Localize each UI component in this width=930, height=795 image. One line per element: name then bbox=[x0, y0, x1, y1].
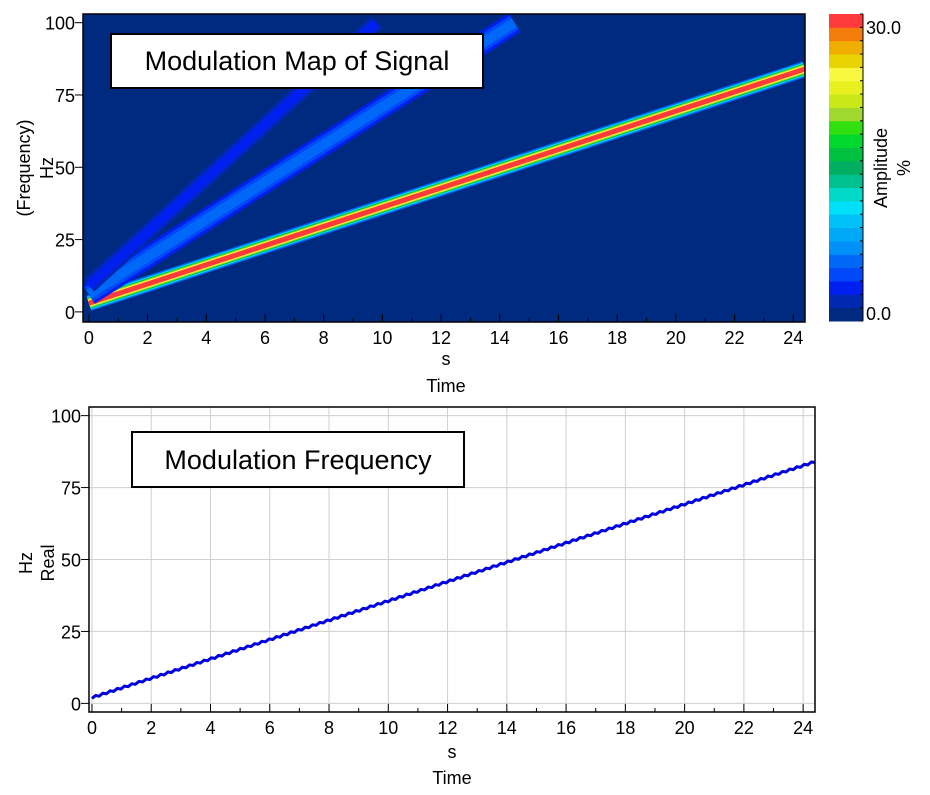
x-tick-label: 2 bbox=[143, 328, 153, 348]
y-tick-label: 100 bbox=[51, 407, 81, 427]
x-tick-label: 18 bbox=[615, 718, 635, 738]
series-line bbox=[91, 460, 815, 700]
y-tick-label: 0 bbox=[71, 694, 81, 714]
plot-frame bbox=[82, 13, 806, 323]
colorbar-step bbox=[829, 160, 863, 175]
colorbar-step bbox=[829, 267, 863, 282]
x-tick-label: 20 bbox=[675, 718, 695, 738]
colorbar-step bbox=[829, 240, 863, 255]
colorbar-step bbox=[829, 280, 863, 295]
x-tick-label: 14 bbox=[497, 718, 517, 738]
y-axis-unit: Hz bbox=[37, 157, 57, 179]
colorbar-step bbox=[829, 214, 863, 229]
x-tick-label: 12 bbox=[431, 328, 451, 348]
colorbar-step bbox=[829, 40, 863, 55]
y-axis-label: Real bbox=[38, 544, 58, 581]
x-axis-unit: s bbox=[448, 742, 457, 762]
x-axis-label: Time bbox=[426, 376, 465, 396]
y-axis-unit: Hz bbox=[16, 552, 36, 574]
chart-title: Modulation Map of Signal bbox=[145, 46, 450, 76]
y-tick-label: 25 bbox=[55, 231, 75, 251]
colorbar-step bbox=[829, 94, 863, 108]
colorbar bbox=[829, 13, 864, 322]
x-tick-label: 22 bbox=[734, 718, 754, 738]
x-tick-label: 2 bbox=[146, 718, 156, 738]
colorbar-step bbox=[829, 67, 863, 82]
colorbar-unit: % bbox=[894, 160, 914, 176]
x-tick-label: 10 bbox=[372, 328, 392, 348]
y-tick-label: 50 bbox=[61, 551, 81, 571]
x-tick-label: 16 bbox=[548, 328, 568, 348]
x-tick-label: 16 bbox=[556, 718, 576, 738]
x-tick-label: 12 bbox=[438, 718, 458, 738]
colorbar-step bbox=[829, 27, 863, 42]
heatmap-band-fundamental bbox=[88, 66, 805, 306]
colorbar-step bbox=[829, 174, 863, 189]
y-tick-label: 50 bbox=[55, 158, 75, 178]
x-tick-label: 10 bbox=[378, 718, 398, 738]
colorbar-step bbox=[829, 80, 863, 95]
x-tick-label: 4 bbox=[201, 328, 211, 348]
x-tick-label: 24 bbox=[783, 328, 803, 348]
y-tick-label: 100 bbox=[45, 14, 75, 34]
y-tick-label: 75 bbox=[55, 86, 75, 106]
x-tick-label: 6 bbox=[260, 328, 270, 348]
y-tick-label: 0 bbox=[65, 303, 75, 323]
x-tick-label: 14 bbox=[490, 328, 510, 348]
chart-title: Modulation Frequency bbox=[164, 445, 432, 475]
colorbar-step bbox=[829, 54, 863, 68]
x-tick-label: 4 bbox=[205, 718, 215, 738]
colorbar-step bbox=[829, 307, 863, 322]
y-tick-label: 25 bbox=[61, 622, 81, 642]
colorbar-step bbox=[829, 294, 863, 309]
colorbar-step bbox=[829, 107, 863, 122]
title-box bbox=[131, 431, 465, 488]
x-tick-label: 8 bbox=[319, 328, 329, 348]
colorbar-step bbox=[829, 147, 863, 162]
x-tick-label: 20 bbox=[666, 328, 686, 348]
x-tick-label: 24 bbox=[793, 718, 813, 738]
title-box bbox=[110, 33, 484, 89]
colorbar-step bbox=[829, 187, 863, 202]
colorbar-step bbox=[829, 14, 863, 28]
colorbar-min-label: 0.0 bbox=[866, 304, 891, 324]
colorbar-step bbox=[829, 120, 863, 135]
x-tick-label: 0 bbox=[84, 328, 94, 348]
colorbar-step bbox=[829, 134, 863, 148]
x-axis-label: Time bbox=[432, 768, 471, 788]
colorbar-step bbox=[829, 227, 863, 242]
colorbar-step bbox=[829, 254, 863, 269]
x-tick-label: 8 bbox=[324, 718, 334, 738]
x-tick-label: 22 bbox=[725, 328, 745, 348]
colorbar-label: Amplitude bbox=[871, 128, 891, 208]
x-axis-unit: s bbox=[442, 349, 451, 369]
x-tick-label: 6 bbox=[265, 718, 275, 738]
x-tick-label: 0 bbox=[87, 718, 97, 738]
y-axis-label: (Frequency) bbox=[14, 119, 34, 216]
colorbar-step bbox=[829, 200, 863, 215]
y-tick-label: 75 bbox=[61, 479, 81, 499]
x-tick-label: 18 bbox=[607, 328, 627, 348]
colorbar-max-label: 30.0 bbox=[866, 18, 901, 38]
